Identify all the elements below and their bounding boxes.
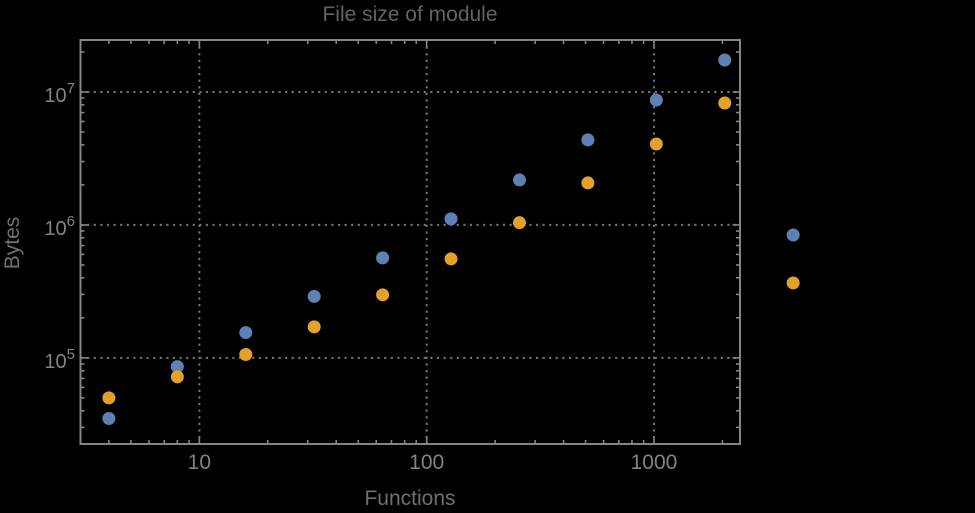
y-tick-label: 105 bbox=[44, 346, 75, 373]
gridlines bbox=[80, 40, 740, 444]
data-point bbox=[512, 173, 526, 187]
tick-marks bbox=[80, 40, 740, 444]
y-tick-label: 107 bbox=[44, 80, 75, 107]
y-tick-labels: 105 106 107 bbox=[44, 80, 75, 373]
data-point bbox=[170, 360, 184, 374]
x-tick-label: 10 bbox=[188, 451, 211, 474]
data-point bbox=[376, 288, 390, 302]
data-point bbox=[512, 216, 526, 230]
data-point bbox=[307, 320, 321, 334]
data-point bbox=[170, 370, 184, 384]
data-point bbox=[307, 289, 321, 303]
data-point bbox=[239, 348, 253, 362]
data-point bbox=[649, 93, 663, 107]
data-point bbox=[102, 411, 116, 425]
data-point bbox=[444, 212, 458, 226]
plot-frame bbox=[79, 39, 741, 445]
data-point bbox=[376, 251, 390, 265]
data-point bbox=[649, 137, 663, 151]
x-tick-labels: 10 100 1000 bbox=[188, 451, 678, 474]
y-tick-label: 106 bbox=[44, 213, 75, 240]
data-point bbox=[786, 228, 800, 242]
data-point bbox=[581, 133, 595, 147]
series-2-orange bbox=[102, 96, 800, 405]
data-point bbox=[102, 391, 116, 405]
data-point bbox=[239, 326, 253, 340]
x-axis-title: Functions bbox=[364, 487, 456, 510]
y-axis-title: Bytes bbox=[1, 216, 24, 270]
chart-title: File size of module bbox=[322, 3, 498, 26]
data-point bbox=[718, 53, 732, 67]
data-point bbox=[786, 276, 800, 290]
data-point bbox=[581, 176, 595, 190]
data-point bbox=[718, 96, 732, 110]
x-tick-label: 100 bbox=[409, 451, 444, 474]
x-tick-label: 1000 bbox=[631, 451, 678, 474]
data-point bbox=[444, 252, 458, 266]
series-1-blue bbox=[102, 53, 800, 425]
